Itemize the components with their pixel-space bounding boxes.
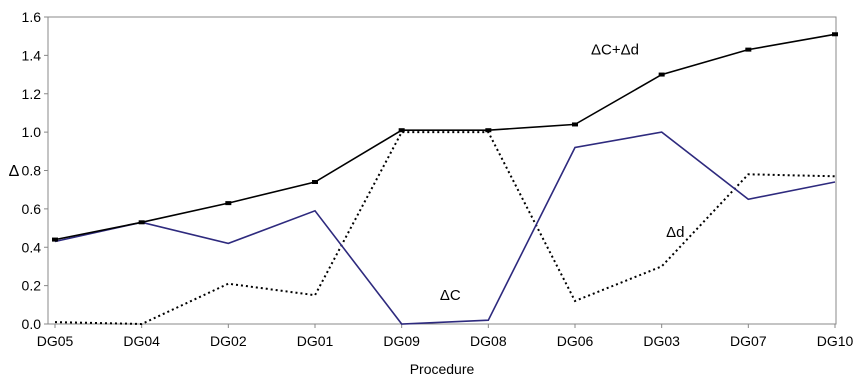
y-tick-label: 1.2 [22,86,42,102]
series-labels: ΔC+Δd ΔC Δd [440,42,685,305]
x-tick-label: DG07 [730,333,767,349]
plot-area [47,16,837,325]
series-point [485,128,492,133]
series-label: ΔC [440,287,461,304]
y-tick-label: 1.6 [22,9,42,25]
series-point [658,72,665,77]
series-point [572,122,578,127]
y-tick-label: 1.0 [22,124,42,140]
series-point [312,180,318,185]
x-axis-title: Procedure [410,361,475,377]
y-tick-label: 0.4 [22,239,42,255]
y-tick-label: 0.2 [22,278,42,294]
x-tick-label: DG03 [643,333,680,349]
series-point [52,237,58,242]
y-tick-label: 0.8 [22,163,42,179]
y-tick-label: 1.4 [22,47,42,63]
y-tick-label: 0.0 [22,316,42,332]
series-label: Δd [666,224,684,241]
series-layer [52,32,838,326]
x-tick-label: DG08 [470,333,507,349]
series-point [745,47,752,52]
series-point [138,220,145,225]
series-point [832,32,838,37]
x-tick-label: DG10 [817,333,854,349]
x-axis: DG05 DG04 DG02 DG01 DG09 DG08 DG06 DG03 DG07 DG10 [37,324,854,349]
y-axis-title: Δ [9,163,20,180]
x-tick-label: DG09 [383,333,420,349]
x-tick-label: DG05 [37,333,74,349]
y-axis: 0.0 0.2 0.4 0.6 0.8 1.0 1.2 1.4 1.6 [22,9,48,332]
x-tick-label: DG01 [297,333,334,349]
series-point [398,128,405,133]
series-point [225,201,232,206]
y-tick-label: 0.6 [22,201,42,217]
series-label: ΔC+Δd [591,42,639,59]
x-tick-label: DG02 [210,333,247,349]
series-line-c [54,131,836,325]
x-tick-label: DG04 [123,333,160,349]
x-tick-label: DG06 [557,333,594,349]
series-line-sum [54,33,836,241]
